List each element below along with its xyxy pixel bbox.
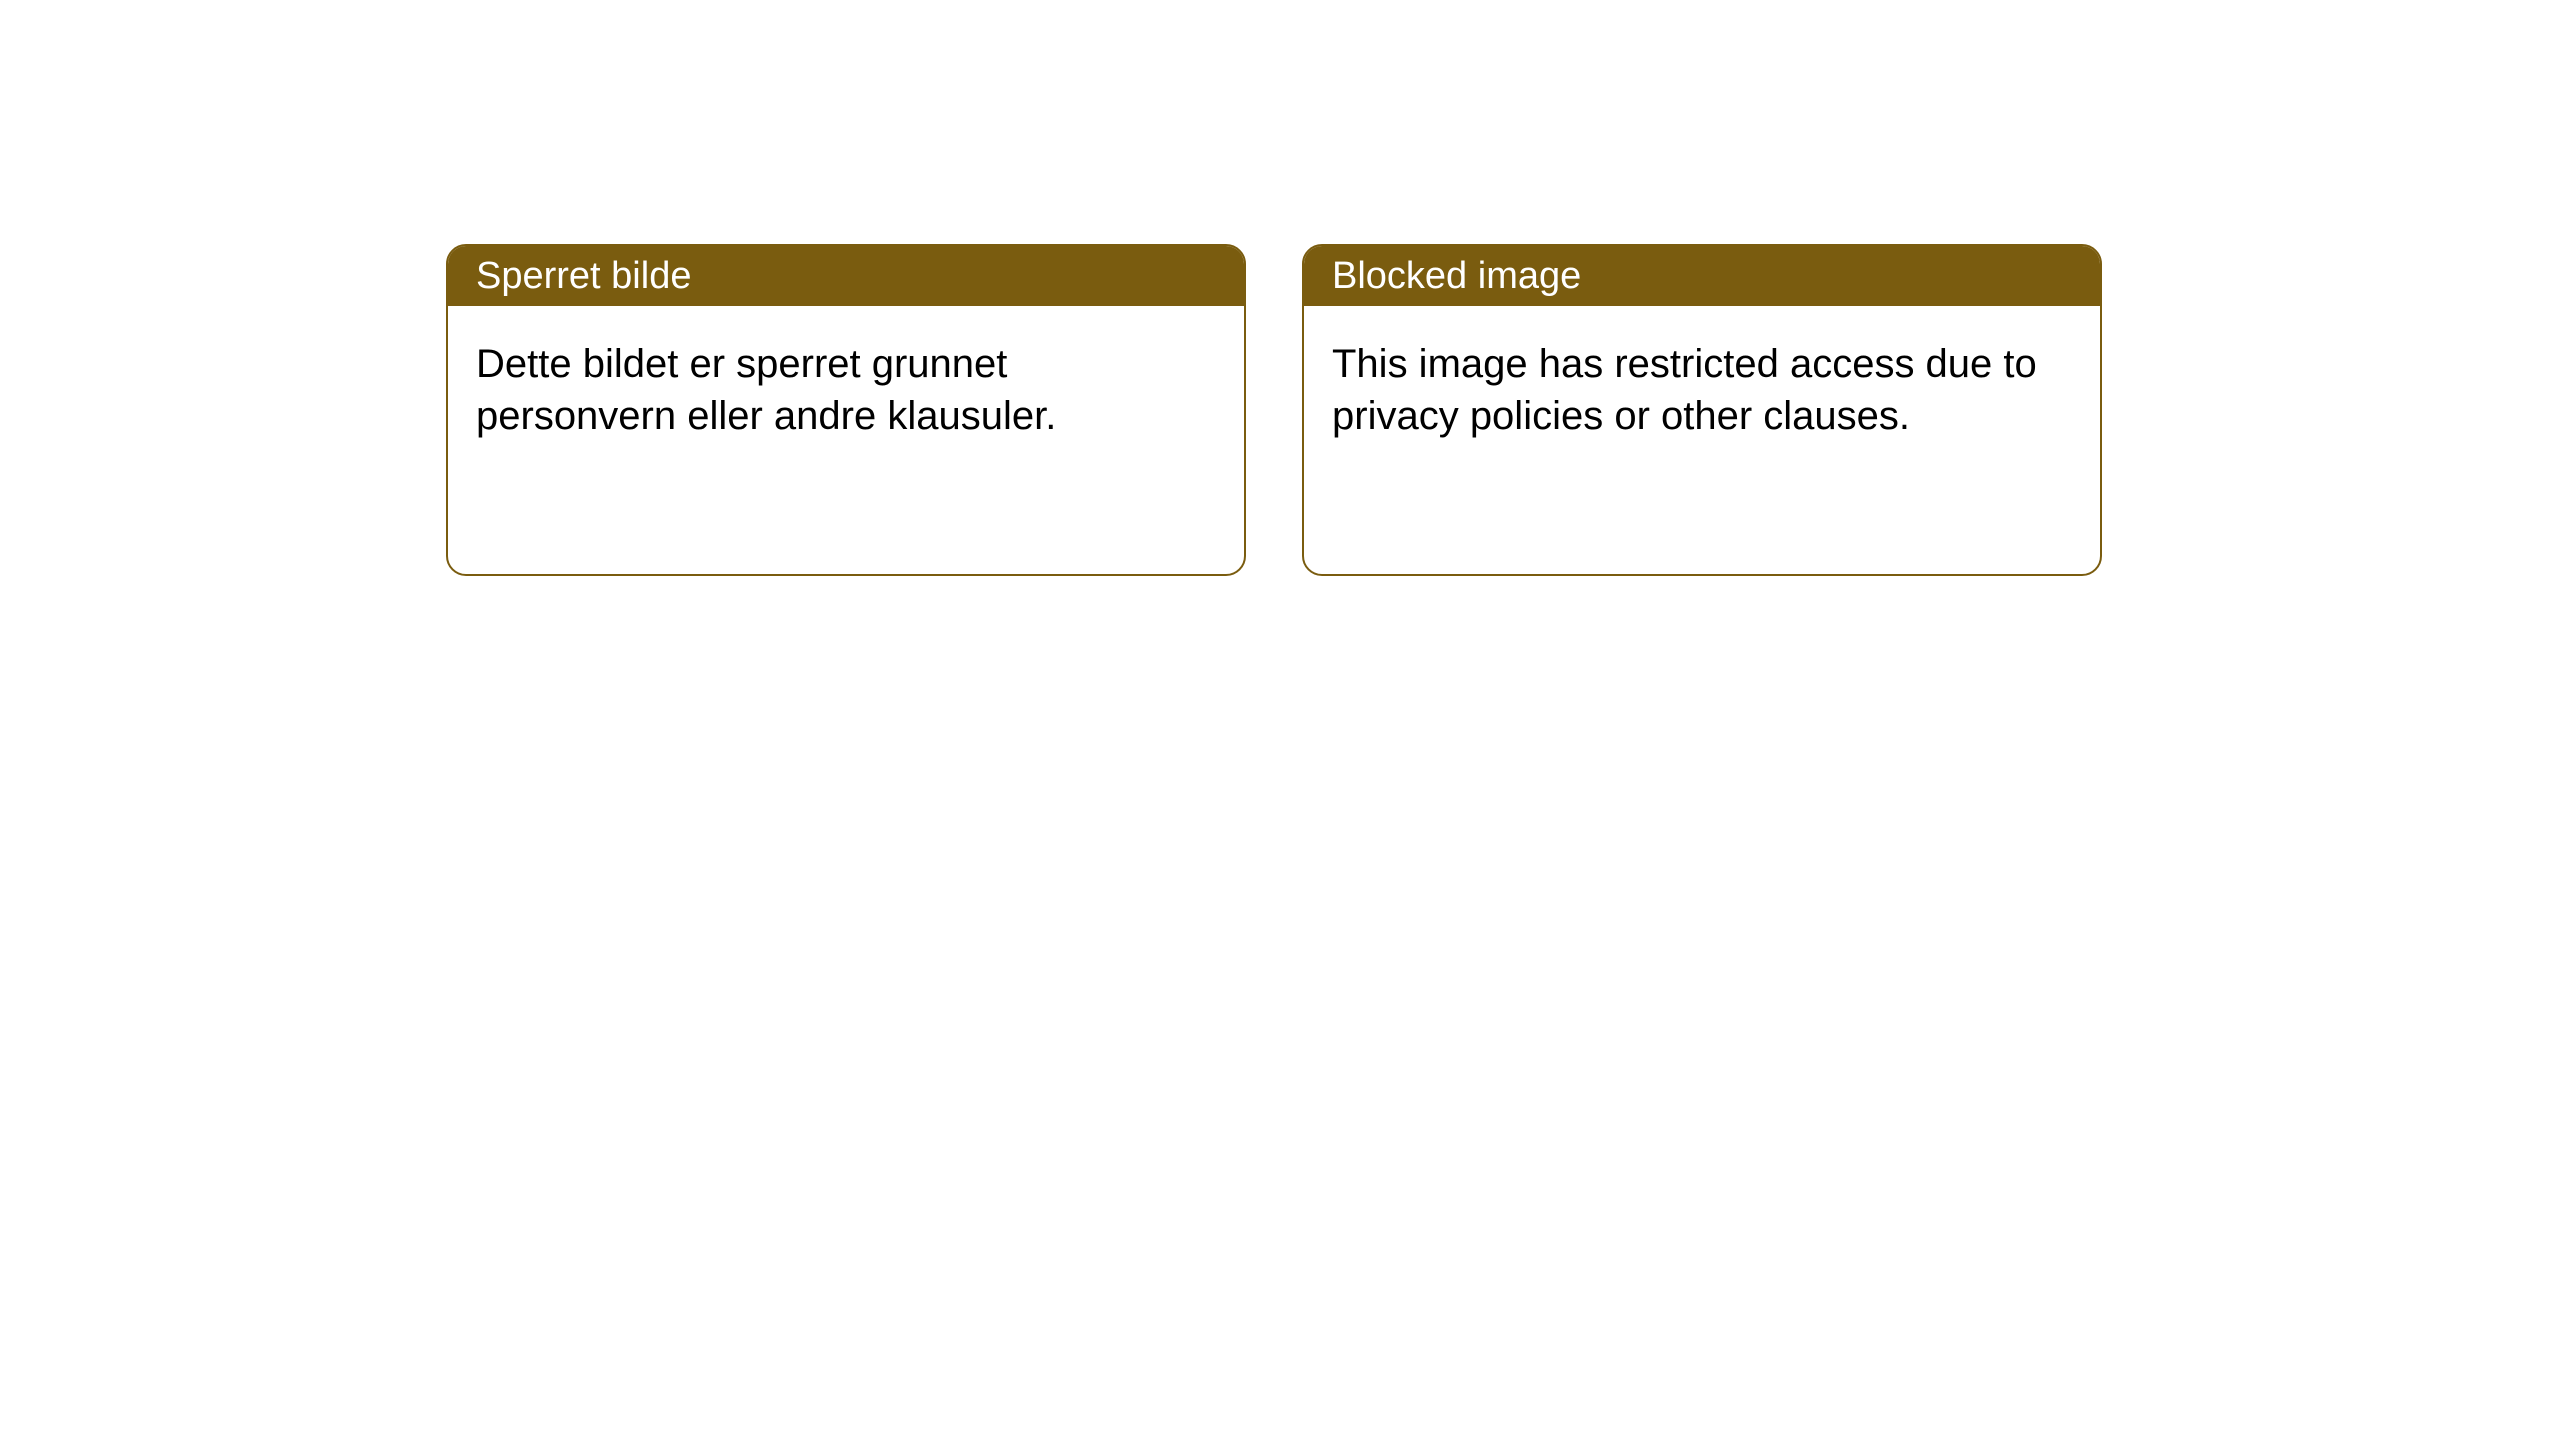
- notice-title-english: Blocked image: [1304, 246, 2100, 306]
- notice-body-norwegian: Dette bildet er sperret grunnet personve…: [448, 306, 1244, 474]
- notice-card-english: Blocked image This image has restricted …: [1302, 244, 2102, 576]
- notice-container: Sperret bilde Dette bildet er sperret gr…: [0, 0, 2560, 576]
- notice-body-english: This image has restricted access due to …: [1304, 306, 2100, 474]
- notice-title-norwegian: Sperret bilde: [448, 246, 1244, 306]
- notice-card-norwegian: Sperret bilde Dette bildet er sperret gr…: [446, 244, 1246, 576]
